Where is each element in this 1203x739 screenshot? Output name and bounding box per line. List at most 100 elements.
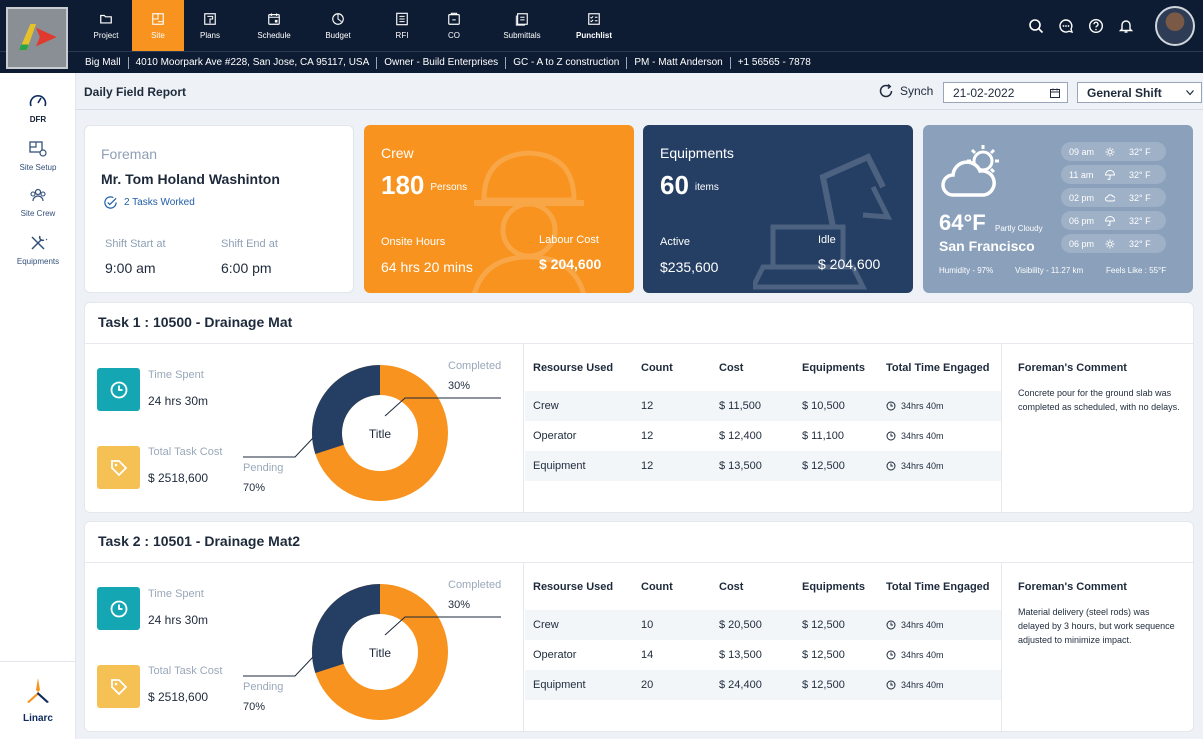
tasks-worked: 2 Tasks Worked bbox=[124, 197, 195, 208]
task-panel-1: Task 1 : 10500 - Drainage Mat Time Spent… bbox=[84, 302, 1194, 513]
hour-time: 06 pm bbox=[1069, 215, 1095, 226]
humidity: Humidity - 97% bbox=[939, 266, 994, 275]
cloud-icon bbox=[1105, 193, 1115, 201]
partly-cloudy-icon bbox=[941, 145, 999, 197]
clock-icon bbox=[886, 431, 896, 441]
table-row: Equipment 12 $ 13,500 $ 12,500 34hrs 40m bbox=[525, 451, 1001, 481]
app-logo[interactable] bbox=[6, 7, 68, 69]
top-nav-bar: Project Site Plans Schedule Budget RFI C… bbox=[0, 0, 1203, 51]
nav-budget[interactable]: Budget bbox=[312, 0, 364, 51]
project-name[interactable]: Big Mall bbox=[78, 56, 129, 69]
hourly-item: 11 am 32° F bbox=[1061, 165, 1166, 184]
sun-icon bbox=[1105, 239, 1115, 248]
completed-value: 30% bbox=[448, 599, 471, 611]
nav-schedule[interactable]: Schedule bbox=[248, 0, 300, 51]
project-pm: PM - Matt Anderson bbox=[627, 56, 731, 69]
nav-co[interactable]: CO bbox=[428, 0, 480, 51]
cell-text: $ 24,400 bbox=[719, 679, 762, 691]
sidebar-item-equipments[interactable]: Equipments bbox=[0, 233, 76, 266]
donut-leader-lines bbox=[243, 616, 501, 677]
cell-time: 34hrs 40m bbox=[886, 461, 944, 471]
sidebar-item-site-setup[interactable]: Site Setup bbox=[0, 139, 76, 172]
nav-label: RFI bbox=[395, 30, 409, 40]
time-spent-label: Time Spent bbox=[148, 369, 204, 381]
nav-plans[interactable]: Plans bbox=[184, 0, 236, 51]
tag-icon bbox=[110, 678, 127, 695]
shift-end-label: Shift End at bbox=[221, 238, 278, 250]
comment-header: Foreman's Comment bbox=[1018, 362, 1127, 374]
calendar-icon bbox=[1050, 88, 1060, 98]
equipment-card[interactable]: Equipments 60 items Active $235,600 Idle … bbox=[643, 125, 913, 293]
cell-text: $ 12,500 bbox=[802, 649, 845, 661]
cell-text: Crew bbox=[533, 619, 559, 631]
donut-segment-completed bbox=[312, 584, 381, 673]
cell-cost: $ 12,400 bbox=[719, 430, 762, 442]
hour-temp: 32° F bbox=[1129, 169, 1151, 180]
submittals-icon bbox=[515, 12, 528, 26]
table-row: Operator 14 $ 13,500 $ 12,500 34hrs 40m bbox=[525, 640, 1001, 670]
task-cost-label: Total Task Cost bbox=[148, 446, 223, 458]
nav-label: Project bbox=[93, 30, 119, 40]
cell-cost: $ 24,400 bbox=[719, 679, 762, 691]
time-spent-label: Time Spent bbox=[148, 588, 204, 600]
crew-count-row: 180 Persons bbox=[381, 170, 467, 201]
hourly-item: 06 pm 32° F bbox=[1061, 234, 1166, 253]
cell-count: 12 bbox=[641, 460, 653, 472]
cell-text: Equipment bbox=[533, 460, 586, 472]
synch-button[interactable]: Synch bbox=[878, 83, 933, 99]
task-panel-2: Task 2 : 10501 - Drainage Mat2 Time Spen… bbox=[84, 521, 1194, 732]
shift-value: General Shift bbox=[1087, 86, 1162, 100]
pending-label: Pending bbox=[243, 681, 284, 693]
user-avatar[interactable] bbox=[1155, 5, 1195, 46]
date-picker[interactable]: 21-02-2022 bbox=[943, 82, 1068, 103]
sidebar-item-dfr[interactable]: DFR bbox=[0, 91, 76, 124]
help-button[interactable] bbox=[1081, 11, 1111, 41]
col-header-resource: Resourse Used bbox=[533, 581, 614, 593]
cell-equipments: $ 12,500 bbox=[802, 649, 845, 661]
tools-icon bbox=[31, 235, 48, 250]
time-spent-badge bbox=[97, 587, 140, 630]
hourly-item: 09 am 32° F bbox=[1061, 142, 1166, 161]
project-address: 4010 Moorpark Ave #228, San Jose, CA 951… bbox=[129, 56, 378, 69]
tasks-worked-link[interactable]: 2 Tasks Worked bbox=[103, 195, 195, 210]
col-header-equipments: Equipments bbox=[802, 362, 865, 374]
idle-value: $ 204,600 bbox=[818, 256, 881, 272]
refresh-icon bbox=[879, 83, 893, 98]
cell-text: 34hrs 40m bbox=[901, 680, 944, 690]
col-header-count: Count bbox=[641, 362, 673, 374]
crew-card[interactable]: Crew 180 Persons Onsite Hours 64 hrs 20 m… bbox=[364, 125, 634, 293]
search-icon bbox=[1029, 18, 1044, 33]
nav-rfi[interactable]: RFI bbox=[376, 0, 428, 51]
search-button[interactable] bbox=[1021, 11, 1051, 41]
cell-text: $ 12,500 bbox=[802, 619, 845, 631]
nav-site[interactable]: Site bbox=[132, 0, 184, 51]
cell-text: $ 12,500 bbox=[802, 679, 845, 691]
crew-unit: Persons bbox=[430, 181, 468, 193]
chat-button[interactable] bbox=[1051, 11, 1081, 41]
sun-icon bbox=[1105, 147, 1115, 156]
cell-cost: $ 13,500 bbox=[719, 649, 762, 661]
linarc-logo-icon bbox=[27, 678, 49, 703]
foreman-comment: Concrete pour for the ground slab was co… bbox=[1018, 388, 1180, 412]
progress-donut-chart: Title bbox=[312, 365, 448, 501]
col-header-time: Total Time Engaged bbox=[886, 362, 990, 374]
hourly-item: 02 pm 32° F bbox=[1061, 188, 1166, 207]
foreman-label: Foreman bbox=[101, 146, 158, 162]
hour-temp: 32° F bbox=[1129, 192, 1151, 203]
shift-select[interactable]: General Shift bbox=[1077, 82, 1202, 103]
cell-time: 34hrs 40m bbox=[886, 431, 944, 441]
sidebar-item-site-crew[interactable]: Site Crew bbox=[0, 185, 76, 218]
cell-equipments: $ 10,500 bbox=[802, 400, 845, 412]
hour-time: 11 am bbox=[1069, 169, 1094, 180]
nav-punchlist[interactable]: Punchlist bbox=[564, 0, 624, 51]
nav-label: CO bbox=[448, 30, 460, 40]
nav-project[interactable]: Project bbox=[80, 0, 132, 51]
divider bbox=[523, 563, 524, 731]
cell-text: 34hrs 40m bbox=[901, 620, 944, 630]
notifications-button[interactable] bbox=[1111, 11, 1141, 41]
labour-cost-label: Labour Cost bbox=[539, 234, 599, 246]
report-header: Daily Field Report Synch 21-02-2022 Gene… bbox=[76, 73, 1203, 110]
onsite-hours: 64 hrs 20 mins bbox=[381, 259, 473, 275]
shift-end-value: 6:00 pm bbox=[221, 260, 272, 276]
nav-submittals[interactable]: Submittals bbox=[492, 0, 552, 51]
